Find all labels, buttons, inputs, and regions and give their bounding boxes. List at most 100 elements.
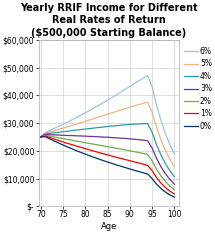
0% bbox=[97, 157, 100, 160]
4% bbox=[102, 126, 104, 128]
5% bbox=[120, 109, 122, 111]
4% bbox=[97, 126, 100, 129]
6% bbox=[164, 132, 167, 135]
0% bbox=[173, 196, 175, 198]
5% bbox=[137, 103, 140, 106]
2% bbox=[111, 146, 113, 149]
0% bbox=[84, 153, 87, 156]
3% bbox=[80, 135, 82, 137]
2% bbox=[133, 150, 135, 153]
2% bbox=[115, 147, 118, 150]
6% bbox=[146, 74, 149, 77]
2% bbox=[142, 152, 144, 155]
1% bbox=[75, 145, 78, 147]
4% bbox=[173, 175, 175, 178]
3% bbox=[173, 183, 175, 186]
2% bbox=[40, 135, 42, 138]
0% bbox=[169, 194, 171, 196]
Line: 0%: 0% bbox=[41, 137, 174, 197]
1% bbox=[155, 176, 158, 179]
4% bbox=[146, 122, 149, 125]
3% bbox=[164, 172, 167, 175]
1% bbox=[137, 162, 140, 165]
3% bbox=[71, 134, 73, 137]
5% bbox=[160, 138, 162, 141]
0% bbox=[106, 161, 109, 163]
5% bbox=[146, 101, 149, 104]
3% bbox=[111, 136, 113, 139]
6% bbox=[57, 125, 60, 128]
1% bbox=[151, 169, 153, 172]
3% bbox=[151, 146, 153, 149]
4% bbox=[124, 123, 127, 126]
2% bbox=[160, 174, 162, 177]
2% bbox=[44, 134, 46, 137]
6% bbox=[80, 114, 82, 117]
3% bbox=[62, 134, 64, 137]
5% bbox=[88, 119, 91, 121]
0% bbox=[129, 168, 131, 170]
5% bbox=[80, 121, 82, 124]
0% bbox=[115, 164, 118, 166]
1% bbox=[160, 182, 162, 184]
0% bbox=[53, 139, 55, 142]
5% bbox=[106, 113, 109, 116]
5% bbox=[71, 124, 73, 127]
3% bbox=[169, 178, 171, 181]
6% bbox=[71, 118, 73, 121]
6% bbox=[53, 127, 55, 130]
2% bbox=[146, 153, 149, 156]
4% bbox=[111, 125, 113, 128]
0% bbox=[111, 162, 113, 165]
1% bbox=[129, 159, 131, 162]
1% bbox=[133, 161, 135, 163]
6% bbox=[106, 99, 109, 102]
2% bbox=[129, 149, 131, 152]
0% bbox=[66, 146, 69, 148]
4% bbox=[62, 130, 64, 133]
2% bbox=[88, 142, 91, 145]
6% bbox=[44, 131, 46, 134]
5% bbox=[164, 149, 167, 152]
1% bbox=[146, 164, 149, 167]
4% bbox=[137, 122, 140, 125]
3% bbox=[106, 136, 109, 139]
0% bbox=[93, 156, 95, 159]
3% bbox=[137, 138, 140, 141]
1% bbox=[62, 140, 64, 143]
5% bbox=[40, 135, 42, 138]
0% bbox=[44, 135, 46, 138]
4% bbox=[155, 143, 158, 146]
5% bbox=[66, 125, 69, 128]
5% bbox=[155, 126, 158, 128]
1% bbox=[173, 193, 175, 195]
6% bbox=[160, 119, 162, 122]
2% bbox=[120, 148, 122, 150]
5% bbox=[57, 128, 60, 131]
3% bbox=[48, 133, 51, 136]
0% bbox=[88, 154, 91, 157]
1% bbox=[124, 158, 127, 161]
4% bbox=[44, 132, 46, 135]
1% bbox=[102, 152, 104, 155]
0% bbox=[57, 142, 60, 144]
5% bbox=[129, 106, 131, 109]
2% bbox=[124, 149, 127, 151]
5% bbox=[102, 114, 104, 117]
5% bbox=[115, 110, 118, 113]
2% bbox=[173, 188, 175, 191]
6% bbox=[84, 111, 87, 114]
6% bbox=[62, 123, 64, 126]
Line: 1%: 1% bbox=[41, 136, 174, 194]
6% bbox=[97, 104, 100, 107]
Title: Yearly RRIF Income for Different
Real Rates of Return
($500,000 Starting Balance: Yearly RRIF Income for Different Real Ra… bbox=[20, 3, 197, 38]
2% bbox=[155, 168, 158, 170]
5% bbox=[84, 120, 87, 123]
4% bbox=[57, 131, 60, 134]
6% bbox=[115, 93, 118, 96]
6% bbox=[48, 129, 51, 132]
4% bbox=[48, 132, 51, 135]
5% bbox=[97, 116, 100, 118]
2% bbox=[66, 138, 69, 141]
1% bbox=[84, 147, 87, 150]
